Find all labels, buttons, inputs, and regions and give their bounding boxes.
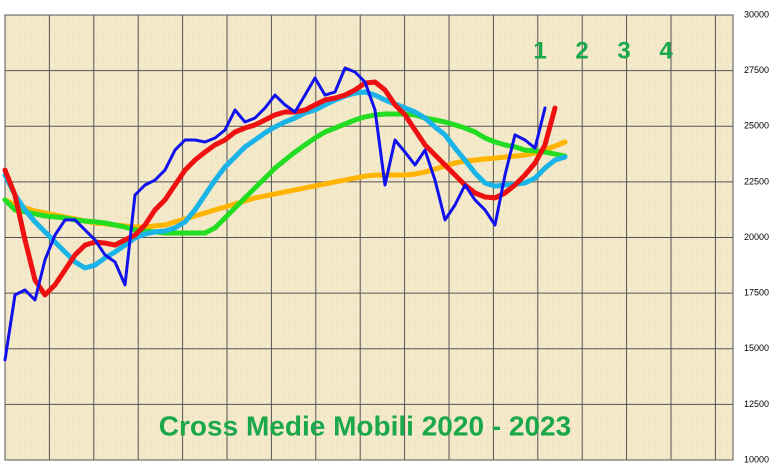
chart-title: Cross Medie Mobili 2020 - 2023 [159, 410, 571, 441]
annotations: 1 2 3 4 [533, 37, 673, 64]
series-line [2, 111, 568, 236]
y-tick-label: 17500 [744, 288, 769, 298]
annotation: 2 [575, 37, 588, 64]
annotation: 4 [659, 37, 673, 64]
y-tick-label: 15000 [744, 343, 769, 353]
grid: 10000 12500 15000 17500 20000 22500 25000 27500… [5, 9, 769, 464]
series-line [3, 66, 547, 362]
y-tick-label: 25000 [744, 121, 769, 131]
y-tick-label: 12500 [744, 399, 769, 409]
lines [2, 66, 568, 362]
annotation: 3 [617, 37, 630, 64]
y-tick-label: 27500 [744, 65, 769, 75]
y-tick-label: 20000 [744, 232, 769, 242]
y-tick-label: 10000 [744, 454, 769, 464]
y-tick-label: 22500 [744, 176, 769, 186]
y-tick-label: 30000 [744, 9, 769, 19]
annotation: 1 [533, 37, 546, 64]
series-line [2, 89, 568, 271]
